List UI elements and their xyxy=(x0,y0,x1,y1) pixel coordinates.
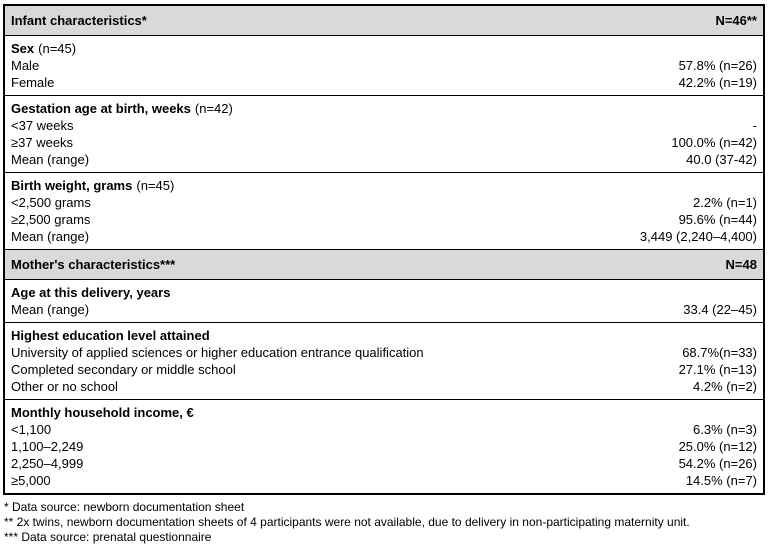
row-label: University of applied sciences or higher… xyxy=(11,345,424,360)
table-row: Mean (range) 33.4 (22–45) xyxy=(11,301,757,318)
row-value: 95.6% (n=44) xyxy=(678,212,757,227)
row-label: Mean (range) xyxy=(11,152,90,167)
group-title: Gestation age at birth, weeks (n=42) xyxy=(11,100,233,117)
row-value: 57.8% (n=26) xyxy=(678,58,757,73)
row-value: 3,449 (2,240–4,400) xyxy=(639,229,757,244)
row-label: ≥5,000 xyxy=(11,473,51,488)
section-birthweight: Birth weight, grams (n=45) <2,500 grams 2… xyxy=(5,172,763,249)
group-title-row: Birth weight, grams (n=45) xyxy=(11,177,757,194)
row-value: 42.2% (n=19) xyxy=(678,75,757,90)
row-label: ≥2,500 grams xyxy=(11,212,91,227)
group-title-text: Sex xyxy=(11,41,35,56)
infant-header-n: N=46** xyxy=(715,13,757,28)
group-title: Age at this delivery, years xyxy=(11,284,170,301)
table-row: ≥2,500 grams 95.6% (n=44) xyxy=(11,211,757,228)
section-sex: Sex (n=45) Male 57.8% (n=26) Female 42.2%… xyxy=(5,35,763,95)
table-row: <37 weeks - xyxy=(11,117,757,134)
row-label: Female xyxy=(11,75,55,90)
footnote-3: *** Data source: prenatal questionnaire xyxy=(4,530,212,544)
table-row: ≥5,000 14.5% (n=7) xyxy=(11,472,757,489)
group-title: Sex (n=45) xyxy=(11,40,76,57)
group-title-row: Age at this delivery, years xyxy=(11,284,757,301)
footnotes: * Data source: newborn documentation she… xyxy=(3,495,765,545)
mother-header-n: N=48 xyxy=(725,257,757,272)
table-row: Mean (range) 3,449 (2,240–4,400) xyxy=(11,228,757,245)
footnote-2: ** 2x twins, newborn documentation sheet… xyxy=(4,515,690,529)
row-label: Other or no school xyxy=(11,379,118,394)
group-title: Monthly household income, € xyxy=(11,404,194,421)
table-row: University of applied sciences or higher… xyxy=(11,344,757,361)
infant-header-label: Infant characteristics* xyxy=(11,13,147,28)
table-row: <2,500 grams 2.2% (n=1) xyxy=(11,194,757,211)
group-title-row: Sex (n=45) xyxy=(11,40,757,57)
row-value: 54.2% (n=26) xyxy=(678,456,757,471)
group-title-text: Birth weight, grams xyxy=(11,178,133,193)
row-label: 2,250–4,999 xyxy=(11,456,84,471)
row-value: 6.3% (n=3) xyxy=(693,422,757,437)
row-value: 40.0 (37-42) xyxy=(686,152,757,167)
table-row: Female 42.2% (n=19) xyxy=(11,74,757,91)
table-row: ≥37 weeks 100.0% (n=42) xyxy=(11,134,757,151)
group-title-row: Highest education level attained xyxy=(11,327,757,344)
row-label: Male xyxy=(11,58,40,73)
row-label: Completed secondary or middle school xyxy=(11,362,236,377)
section-income: Monthly household income, € <1,100 6.3% … xyxy=(5,399,763,493)
group-title-suffix: (n=45) xyxy=(38,41,77,56)
group-title-text: Gestation age at birth, weeks xyxy=(11,101,191,116)
group-title-text: Monthly household income, € xyxy=(11,405,194,420)
row-value: 68.7%(n=33) xyxy=(682,345,757,360)
table-header-infant: Infant characteristics* N=46** xyxy=(5,6,763,35)
group-title-text: Highest education level attained xyxy=(11,328,210,343)
table-row: <1,100 6.3% (n=3) xyxy=(11,421,757,438)
row-value: 100.0% (n=42) xyxy=(671,135,757,150)
row-label: <37 weeks xyxy=(11,118,74,133)
group-title-suffix: (n=42) xyxy=(194,101,233,116)
group-title-row: Gestation age at birth, weeks (n=42) xyxy=(11,100,757,117)
table-row: Completed secondary or middle school 27.… xyxy=(11,361,757,378)
row-value: 25.0% (n=12) xyxy=(678,439,757,454)
row-value: 33.4 (22–45) xyxy=(683,302,757,317)
section-gestation: Gestation age at birth, weeks (n=42) <37 … xyxy=(5,95,763,172)
table-row: Mean (range) 40.0 (37-42) xyxy=(11,151,757,168)
section-education: Highest education level attained Univers… xyxy=(5,322,763,399)
mother-header-label: Mother's characteristics*** xyxy=(11,257,176,272)
characteristics-table: Infant characteristics* N=46** Sex (n=45)… xyxy=(3,4,765,495)
table-row: 1,100–2,249 25.0% (n=12) xyxy=(11,438,757,455)
group-title: Highest education level attained xyxy=(11,327,210,344)
section-age: Age at this delivery, years Mean (range)… xyxy=(5,279,763,322)
row-label: Mean (range) xyxy=(11,229,90,244)
row-label: Mean (range) xyxy=(11,302,90,317)
row-label: ≥37 weeks xyxy=(11,135,74,150)
row-label: 1,100–2,249 xyxy=(11,439,84,454)
row-value: 27.1% (n=13) xyxy=(678,362,757,377)
row-value: 14.5% (n=7) xyxy=(685,473,757,488)
table-row: Male 57.8% (n=26) xyxy=(11,57,757,74)
row-value: - xyxy=(752,118,757,133)
row-value: 4.2% (n=2) xyxy=(693,379,757,394)
table-row: Other or no school 4.2% (n=2) xyxy=(11,378,757,395)
group-title-suffix: (n=45) xyxy=(136,178,175,193)
footnote-1: * Data source: newborn documentation she… xyxy=(4,500,245,514)
table-header-mother: Mother's characteristics*** N=48 xyxy=(5,249,763,279)
group-title-text: Age at this delivery, years xyxy=(11,285,171,300)
row-value: 2.2% (n=1) xyxy=(693,195,757,210)
row-label: <2,500 grams xyxy=(11,195,91,210)
table-row: 2,250–4,999 54.2% (n=26) xyxy=(11,455,757,472)
group-title-row: Monthly household income, € xyxy=(11,404,757,421)
row-label: <1,100 xyxy=(11,422,52,437)
group-title: Birth weight, grams (n=45) xyxy=(11,177,174,194)
